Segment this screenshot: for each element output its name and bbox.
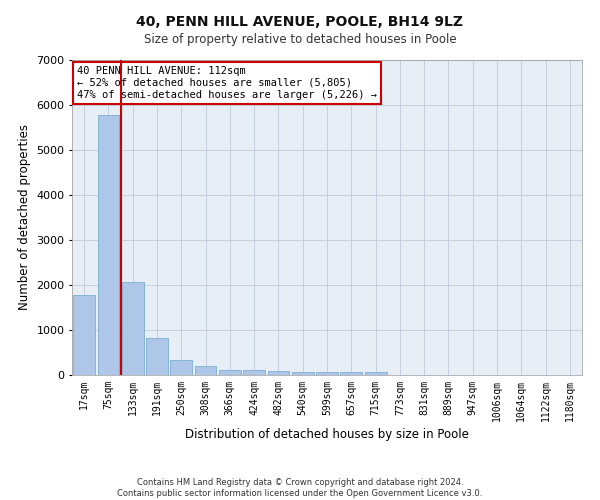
Text: Contains HM Land Registry data © Crown copyright and database right 2024.
Contai: Contains HM Land Registry data © Crown c… [118,478,482,498]
Bar [365,372,386,375]
Text: 40, PENN HILL AVENUE, POOLE, BH14 9LZ: 40, PENN HILL AVENUE, POOLE, BH14 9LZ [137,15,464,29]
Text: 40 PENN HILL AVENUE: 112sqm
← 52% of detached houses are smaller (5,805)
47% of : 40 PENN HILL AVENUE: 112sqm ← 52% of det… [77,66,377,100]
Text: Size of property relative to detached houses in Poole: Size of property relative to detached ho… [143,32,457,46]
Bar [243,370,265,375]
Bar [268,370,289,375]
Y-axis label: Number of detached properties: Number of detached properties [17,124,31,310]
Bar [122,282,143,375]
Bar [316,372,338,375]
Bar [170,360,192,375]
Bar [194,366,217,375]
Bar [146,338,168,375]
Bar [97,115,119,375]
Bar [292,372,314,375]
X-axis label: Distribution of detached houses by size in Poole: Distribution of detached houses by size … [185,428,469,441]
Bar [73,295,95,375]
Bar [219,370,241,375]
Bar [340,372,362,375]
